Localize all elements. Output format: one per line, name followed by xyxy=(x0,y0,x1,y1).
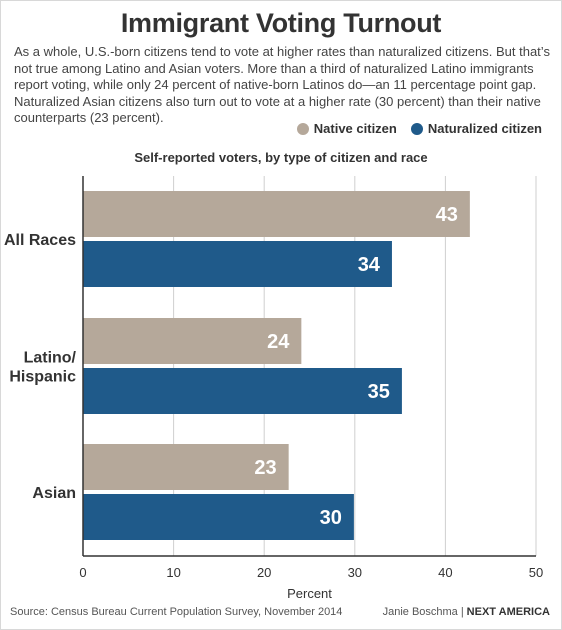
chart-subtitle: Self-reported voters, by type of citizen… xyxy=(134,150,428,165)
bar-naturalized xyxy=(83,241,392,287)
credit: Janie Boschma | NEXT AMERICA xyxy=(383,606,550,618)
legend-label-native: Native citizen xyxy=(313,121,397,136)
x-axis-label: Percent xyxy=(287,586,332,601)
chart-title: Immigrant Voting Turnout xyxy=(120,8,442,38)
bar-native xyxy=(83,318,302,364)
author-name: Janie Boschma xyxy=(382,606,458,618)
bar-native xyxy=(83,191,470,237)
bar-value-label: 23 xyxy=(254,457,276,479)
x-tick-label: 40 xyxy=(438,565,452,580)
legend-item-native: Native citizen xyxy=(296,121,397,136)
x-tick-label: 20 xyxy=(257,565,271,580)
x-tick-label: 10 xyxy=(166,565,180,580)
x-tick-label: 30 xyxy=(348,565,362,580)
legend-swatch-native xyxy=(296,122,309,135)
bar-value-label: 24 xyxy=(267,331,290,353)
x-tick-label: 0 xyxy=(79,565,86,580)
category-label: Latino/Hispanic xyxy=(9,350,76,386)
x-tick-label: 50 xyxy=(529,565,543,580)
bar-naturalized xyxy=(83,494,354,540)
bar-value-label: 43 xyxy=(436,204,458,226)
legend-item-naturalized: Naturalized citizen xyxy=(410,121,542,136)
legend: Native citizen Naturalized citizen xyxy=(283,121,542,136)
bar-naturalized xyxy=(83,368,402,414)
bar-native xyxy=(83,444,289,490)
legend-swatch-naturalized xyxy=(410,122,423,135)
bar-value-label: 30 xyxy=(320,507,342,529)
bar-value-label: 35 xyxy=(368,381,390,403)
category-label: All Races xyxy=(4,232,76,249)
credit-separator: | xyxy=(460,606,464,618)
chart-description: As a whole, U.S.-born citizens tend to v… xyxy=(14,44,550,125)
brand-name: NEXT AMERICA xyxy=(466,606,550,618)
legend-label-naturalized: Naturalized citizen xyxy=(427,121,542,136)
category-label: Asian xyxy=(32,485,76,502)
bar-value-label: 34 xyxy=(358,254,381,276)
source-note: Source: Census Bureau Current Population… xyxy=(10,606,343,618)
